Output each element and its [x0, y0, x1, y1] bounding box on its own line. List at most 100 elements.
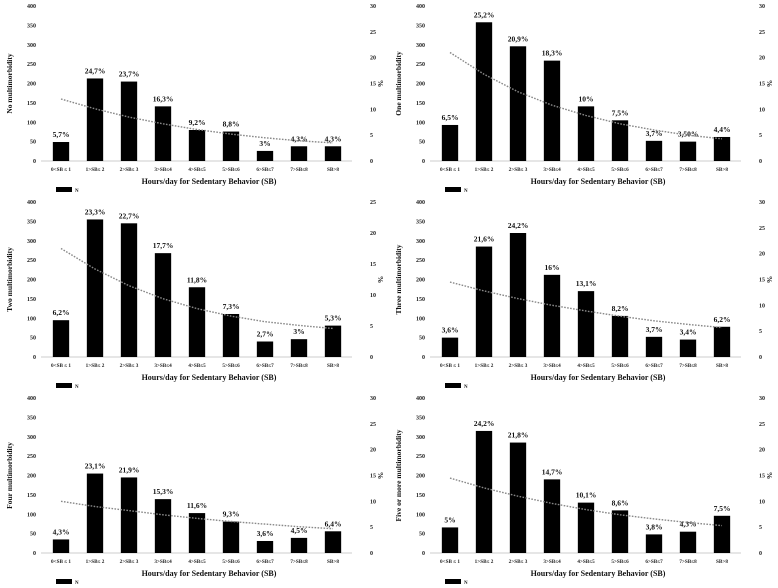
trend-line — [449, 281, 723, 329]
bar — [645, 140, 663, 161]
bar-data-label: 25,2% — [474, 10, 495, 19]
bar-data-label: 20,9% — [508, 34, 529, 43]
bar — [645, 534, 663, 553]
y-tick-label: 100 — [416, 316, 425, 322]
chart-panel-one-multimorbidity: 0 50 100 150 200 250 300 350 400 0 5 10 15 20 25 30 6,5%… — [389, 0, 778, 196]
bar — [86, 78, 104, 161]
y2-tick-label: 0 — [370, 159, 373, 165]
x-category-label: 0<SB ≤ 1 — [440, 559, 460, 565]
y2-tick-label: 5 — [370, 324, 373, 330]
x-category-label: 3>SB≤4 — [154, 559, 172, 565]
y2-tick-label: 30 — [759, 4, 765, 10]
y2-tick-label: 10 — [759, 107, 765, 113]
bar-data-label: 24,7% — [85, 66, 106, 75]
bar — [475, 22, 493, 162]
y2-tick-label: 15 — [759, 278, 765, 284]
y-tick-label: 150 — [27, 297, 36, 303]
bar — [188, 287, 206, 357]
y-tick-label: 100 — [27, 512, 36, 518]
y-tick-label: 250 — [27, 258, 36, 264]
y-tick-label: 200 — [416, 278, 425, 284]
y-tick-label: 300 — [27, 435, 36, 441]
trend-line — [449, 51, 723, 140]
y2-tick-label: 0 — [370, 551, 373, 557]
chart-panel-no-multimorbidity: 0 50 100 150 200 250 300 350 400 0 5 10 15 20 25 30 5,7%… — [0, 0, 389, 196]
y-tick-label: 300 — [27, 239, 36, 245]
bar-data-label: 23,7% — [119, 70, 140, 79]
y2-tick-label: 0 — [759, 159, 762, 165]
bar-data-label: 21,9% — [119, 465, 140, 474]
chart-svg: 0 50 100 150 200 250 300 350 400 0 5 10 15 20 25 30 3,6%… — [394, 200, 774, 390]
bar — [679, 339, 697, 357]
bar — [509, 233, 527, 357]
bar-data-label: 6,4% — [325, 519, 342, 528]
y2-tick-label: 5 — [759, 525, 762, 531]
y-tick-label: 350 — [27, 23, 36, 29]
y-tick-label: 150 — [416, 297, 425, 303]
bar — [324, 325, 342, 357]
y-tick-label: 400 — [416, 396, 425, 402]
x-category-label: 6>SB≤7 — [645, 363, 663, 369]
y-tick-label: 300 — [27, 43, 36, 49]
x-category-label: 3>SB≤4 — [543, 167, 561, 173]
legend-swatch — [56, 383, 72, 388]
x-category-label: 7>SB≤8 — [679, 559, 697, 565]
bar-data-label: 21,8% — [508, 431, 529, 440]
bar — [290, 537, 308, 553]
y2-axis-title: % — [765, 80, 774, 88]
bar — [256, 341, 274, 357]
bar-data-label: 24,2% — [474, 419, 495, 428]
y2-tick-label: 0 — [370, 355, 373, 361]
trend-line — [60, 247, 334, 330]
y2-tick-label: 30 — [370, 396, 376, 402]
bar-data-label: 6,2% — [714, 315, 731, 324]
x-axis-title: Hours/day for Sedentary Behavior (SB) — [142, 569, 277, 578]
bar — [222, 131, 240, 161]
bar-data-label: 8,2% — [612, 304, 629, 313]
bar-data-label: 14,7% — [542, 467, 563, 476]
y-tick-label: 400 — [27, 4, 36, 10]
bar — [543, 479, 561, 553]
y-tick-label: 200 — [416, 82, 425, 88]
bar-data-label: 17,7% — [153, 241, 174, 250]
bar-data-label: 5,7% — [53, 130, 70, 139]
y-tick-label: 400 — [27, 200, 36, 206]
x-category-label: 7>SB≤8 — [679, 167, 697, 173]
bar — [188, 130, 206, 161]
bar-data-label: 3,8% — [646, 522, 663, 531]
bar-data-label: 7,3% — [223, 302, 240, 311]
y2-tick-label: 0 — [759, 551, 762, 557]
y-tick-label: 50 — [419, 140, 425, 146]
bar-data-label: 21,6% — [474, 235, 495, 244]
x-axis-title: Hours/day for Sedentary Behavior (SB) — [531, 373, 666, 382]
x-category-label: 5>SB≤6 — [222, 167, 240, 173]
bar — [713, 136, 731, 161]
bar — [713, 515, 731, 553]
y2-tick-label: 20 — [759, 448, 765, 454]
y-axis-title: One multimorbidity — [394, 51, 403, 116]
y-tick-label: 350 — [416, 219, 425, 225]
x-category-label: 6>SB≤7 — [645, 167, 663, 173]
x-category-label: 0<SB ≤ 1 — [440, 363, 460, 369]
bar — [290, 146, 308, 161]
bar-data-label: 18,3% — [542, 49, 563, 58]
x-category-label: 2>SB≤ 3 — [120, 167, 139, 173]
bar-data-label: 3,7% — [646, 325, 663, 334]
bar-data-label: 3% — [293, 327, 304, 336]
x-category-label: 6>SB≤7 — [256, 167, 274, 173]
y-tick-label: 0 — [33, 159, 36, 165]
bar-data-label: 22,7% — [119, 211, 140, 220]
bar-data-label: 9,2% — [189, 118, 206, 127]
trend-line — [449, 477, 723, 527]
y-tick-label: 200 — [27, 278, 36, 284]
y-tick-label: 0 — [422, 355, 425, 361]
y-tick-label: 50 — [419, 532, 425, 538]
y-tick-label: 150 — [27, 101, 36, 107]
x-category-label: 5>SB≤6 — [222, 363, 240, 369]
x-category-label: 4>SB≤5 — [188, 363, 206, 369]
bar-data-label: 8,6% — [612, 498, 629, 507]
y-tick-label: 0 — [33, 551, 36, 557]
bar — [441, 337, 459, 357]
x-category-label: 7>SB≤8 — [290, 167, 308, 173]
bar-data-label: 3,7% — [646, 129, 663, 138]
